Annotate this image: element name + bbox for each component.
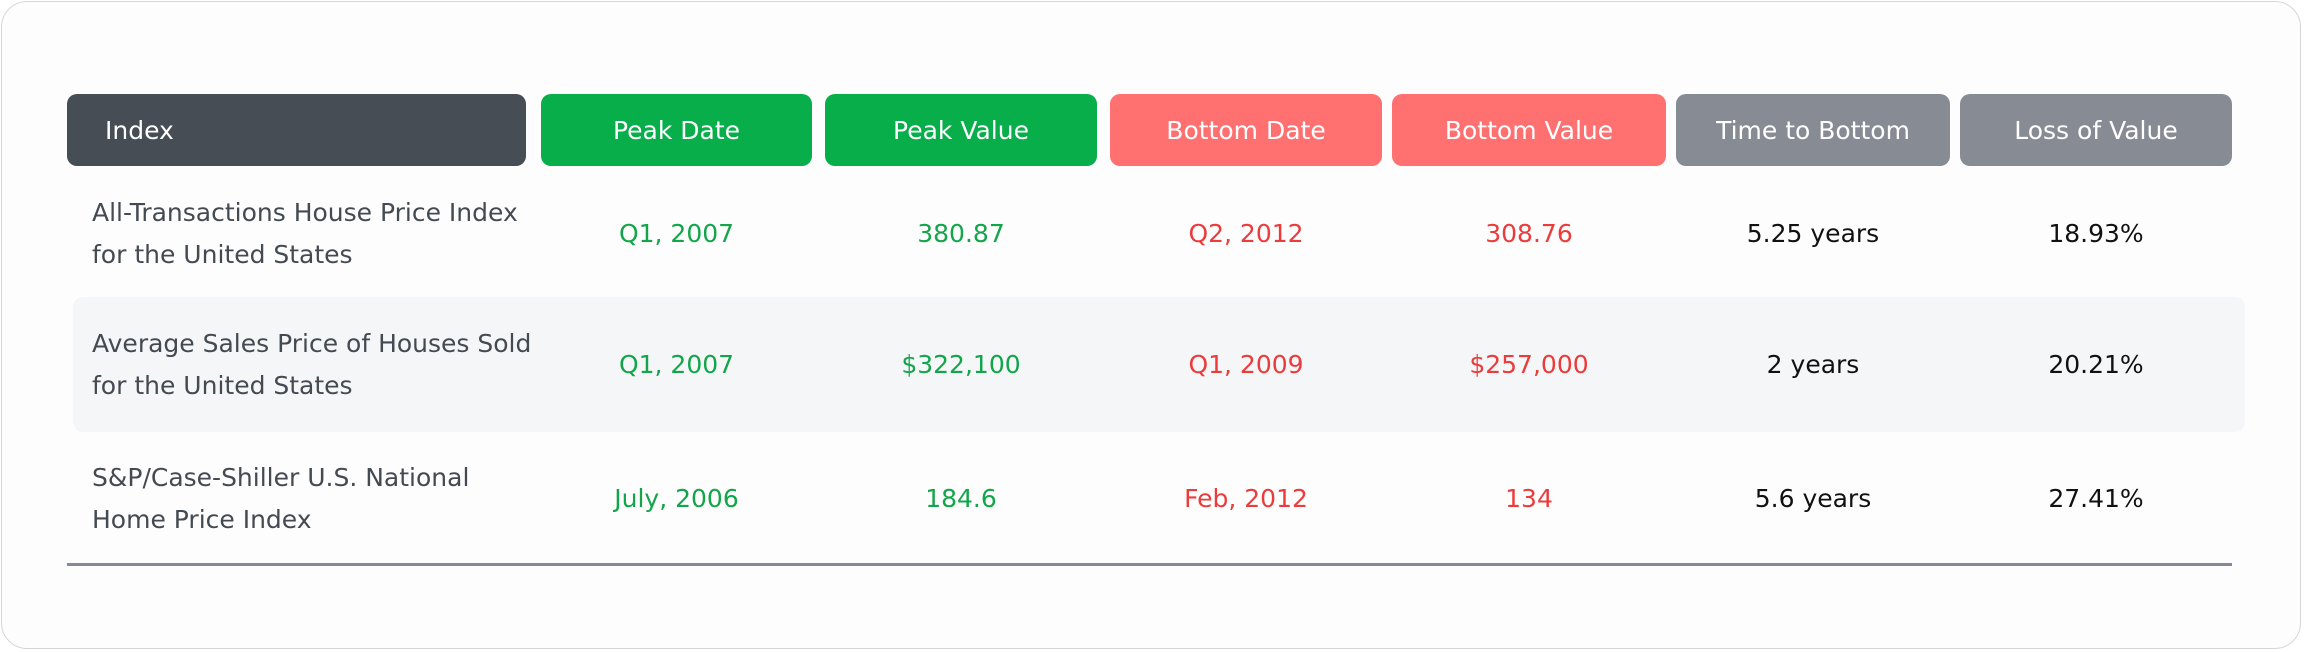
header-index: Index [67, 94, 526, 166]
bottom-value: 134 [1505, 484, 1553, 513]
peak-date: Q1, 2007 [618, 350, 735, 379]
bottom-date: Feb, 2012 [1184, 484, 1308, 513]
header-bottom-date: Bottom Date [1110, 94, 1382, 166]
loss-of-value: 27.41% [2048, 484, 2144, 513]
index-name: All-Transactions House Price Index for t… [92, 197, 518, 269]
loss-of-value: 18.93% [2048, 219, 2144, 248]
table-row: All-Transactions House Price Index for t… [67, 173, 2239, 294]
header-time-to-bottom: Time to Bottom [1676, 94, 1950, 166]
bottom-value: $257,000 [1469, 350, 1589, 379]
index-name: Average Sales Price of Houses Sold for t… [92, 328, 532, 400]
bottom-value: 308.76 [1485, 219, 1573, 248]
time-to-bottom: 5.6 years [1754, 484, 1872, 513]
peak-date: Q1, 2007 [618, 219, 735, 248]
header-loss-of-value: Loss of Value [1960, 94, 2232, 166]
peak-date: July, 2006 [614, 484, 739, 513]
loss-of-value: 20.21% [2048, 350, 2144, 379]
time-to-bottom: 5.25 years [1746, 219, 1880, 248]
peak-value: $322,100 [901, 350, 1021, 379]
time-to-bottom: 2 years [1766, 350, 1860, 379]
peak-value: 184.6 [925, 484, 997, 513]
table-row: S&P/Case-Shiller U.S. National Home Pric… [67, 438, 2239, 559]
table-bottom-divider [67, 563, 2232, 566]
header-peak-value: Peak Value [825, 94, 1097, 166]
bottom-date: Q2, 2012 [1188, 219, 1304, 248]
header-peak-date: Peak Date [541, 94, 812, 166]
index-name: S&P/Case-Shiller U.S. National Home Pric… [92, 462, 470, 534]
table-row: Average Sales Price of Houses Sold for t… [73, 297, 2245, 432]
header-bottom-value: Bottom Value [1392, 94, 1666, 166]
bottom-date: Q1, 2009 [1188, 350, 1304, 379]
peak-value: 380.87 [917, 219, 1005, 248]
